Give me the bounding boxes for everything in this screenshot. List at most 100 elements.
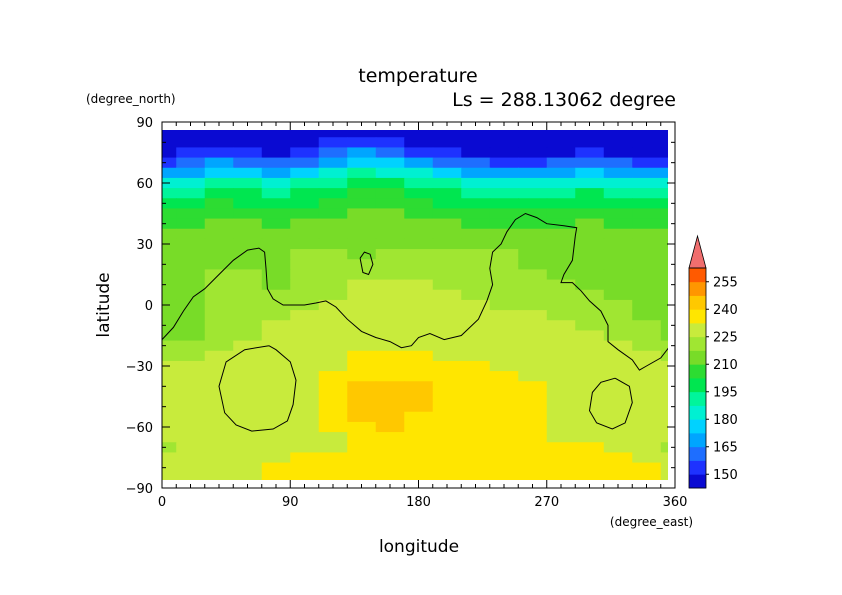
field-cell [546,371,576,382]
field-cell [176,157,206,169]
field-cell [162,279,177,291]
field-cell [489,442,519,454]
field-cell [404,147,434,159]
field-cell [176,299,206,311]
field-cell [660,208,668,220]
field-cell [575,442,605,454]
field-cell [176,381,206,393]
field-cell [632,462,662,474]
field-cell [575,147,605,159]
field-cell [461,289,491,301]
field-cell [432,401,462,413]
field-cell [603,401,633,413]
field-cell [603,310,633,321]
field-cell [204,320,234,332]
field-cell [518,198,548,210]
field-cell [375,198,405,210]
field-cell [461,137,491,149]
field-cell [233,228,263,240]
field-cell [518,442,548,454]
field-cell [575,371,605,382]
field-cell [347,310,377,321]
field-cell [489,320,519,332]
field-cell [318,147,348,159]
field-cell [575,188,605,199]
field-cell [347,381,377,393]
field-cell [546,259,576,271]
field-cell [233,167,263,179]
field-cell [575,238,605,250]
field-cell [575,381,605,393]
field-cell [546,411,576,423]
field-cell [518,279,548,291]
field-cell [404,401,434,413]
field-cell [347,167,377,179]
field-cell [603,269,633,281]
field-cell [290,147,320,159]
field-cell [603,421,633,433]
field-cell [347,472,377,480]
field-cell [489,279,519,291]
field-cell [290,238,320,250]
field-cell [660,442,668,454]
colorbar-swatch [689,309,706,324]
field-cell [660,371,668,382]
field-cell [575,472,605,480]
field-cell [461,208,491,220]
field-cell [632,330,662,342]
field-cell [176,411,206,423]
field-cell [204,228,234,240]
field-cell [290,421,320,433]
field-cell [404,249,434,260]
field-cell [233,401,263,413]
field-cell [461,249,491,260]
field-cell [261,432,291,443]
field-cell [575,350,605,362]
x-axis-ticks: 0 90 180 270 360 [158,122,687,510]
field-cell [176,401,206,413]
field-cell [461,279,491,291]
field-cell [318,330,348,342]
field-cell [432,289,462,301]
field-cell [432,279,462,291]
field-cell [204,360,234,372]
field-cell [518,330,548,342]
field-cell [347,198,377,210]
field-cell [347,269,377,281]
field-cell [318,259,348,271]
field-cell [489,259,519,271]
field-cell [176,360,206,372]
field-cell [162,188,177,199]
field-cell [518,167,548,179]
colorbar-tick-label: 150 [713,468,738,483]
field-cell [290,228,320,240]
field-cell [632,391,662,403]
field-cell [375,401,405,413]
field-cell [632,421,662,433]
field-cell [261,228,291,240]
field-cell [290,411,320,423]
field-cell [432,462,462,474]
field-cell [575,157,605,169]
field-cell [461,320,491,332]
field-cell [318,432,348,443]
field-cell [546,130,576,138]
field-cell [375,289,405,301]
colorbar-swatch [689,460,706,475]
field-cell [546,472,576,480]
field-cell [162,472,177,480]
field-cell [261,147,291,159]
field-cell [518,130,548,138]
field-cell [546,452,576,464]
field-cell [632,310,662,321]
field-cell [603,130,633,138]
field-cell [432,340,462,352]
field-cell [575,330,605,342]
field-cell [546,310,576,321]
field-cell [660,188,668,199]
field-cell [176,208,206,220]
field-cell [461,198,491,210]
field-cell [660,462,668,474]
field-cell [318,137,348,149]
field-cell [375,249,405,260]
